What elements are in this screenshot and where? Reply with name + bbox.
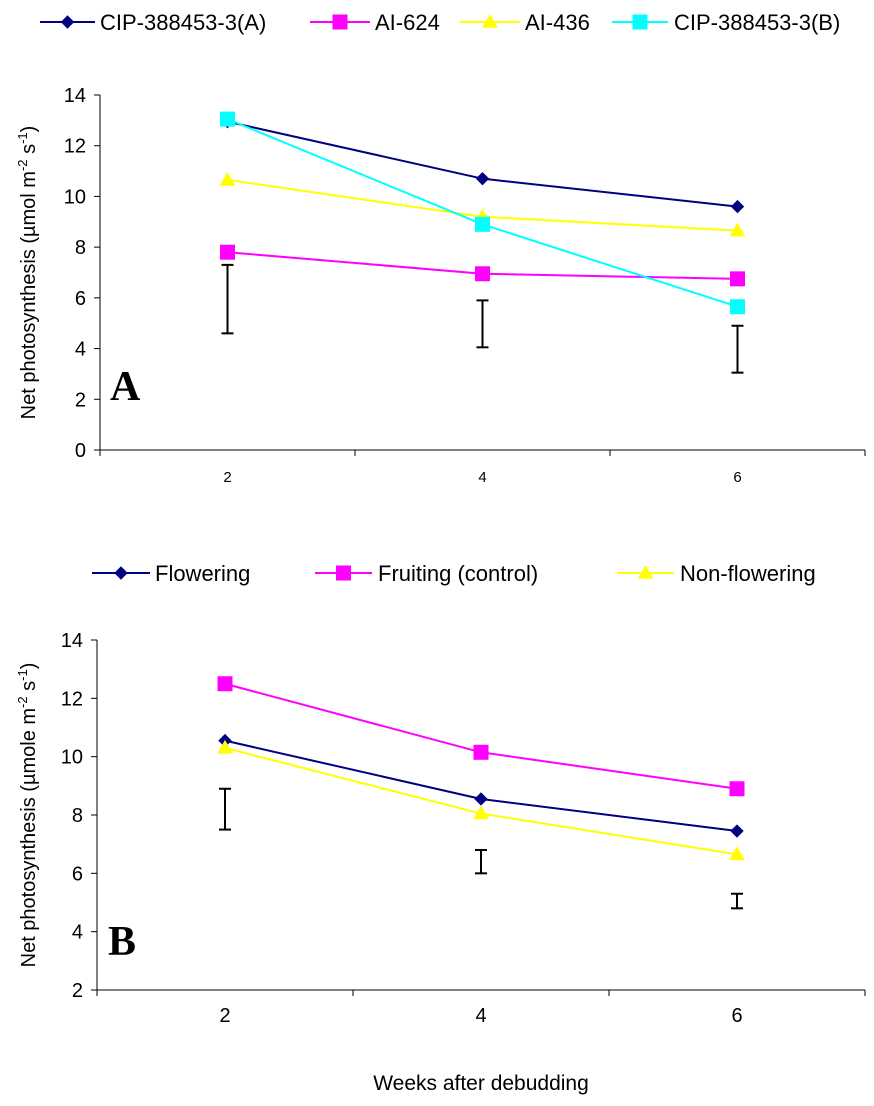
- y-tick-label: 6: [72, 863, 83, 885]
- y-axis-title-sup: -2: [15, 696, 30, 708]
- legend-item: AI-624: [310, 10, 440, 35]
- y-tick-label: 12: [64, 136, 86, 158]
- series-2: [217, 739, 745, 861]
- data-point: [730, 299, 745, 315]
- x-tick-label: 2: [219, 1005, 230, 1027]
- data-point: [475, 266, 490, 282]
- x-tick-label: 6: [731, 1005, 742, 1027]
- error-bar: [731, 892, 743, 910]
- y-axis-title-text: s: [18, 681, 40, 697]
- chart-panel-a: 0 2 4 6 8 10 12 14 2 4 6 CIP-388453-3(A) AI-624 AI-43…: [15, 10, 866, 486]
- data-point: [729, 846, 745, 861]
- series-3: [220, 111, 745, 315]
- data-point: [475, 216, 490, 232]
- data-point: [730, 271, 745, 287]
- y-tick-label: 2: [75, 389, 86, 411]
- y-tick-label: 14: [64, 85, 86, 107]
- y-tick-label: 6: [75, 288, 86, 310]
- series-1: [217, 676, 745, 797]
- y-axis-title: Net photosynthesis (µmol m-2 s-1): [15, 126, 40, 420]
- data-point: [730, 199, 745, 214]
- series-line: [224, 682, 738, 790]
- legend-item: Flowering: [92, 561, 250, 586]
- data-point: [730, 824, 744, 838]
- y-tick-label: 2: [72, 980, 83, 1002]
- legend-item: CIP-388453-3(B): [612, 10, 840, 35]
- data-point: [217, 676, 233, 692]
- legend-label: Flowering: [155, 561, 250, 586]
- data-point: [220, 244, 235, 260]
- x-tick-label: 2: [223, 469, 231, 486]
- y-axis-title-text: ): [18, 126, 40, 133]
- legend: CIP-388453-3(A) AI-624 AI-436 CIP-388453-3(…: [40, 10, 840, 35]
- legend-marker: [60, 15, 75, 29]
- y-axis-title-sup: -1: [15, 132, 30, 144]
- y-tick-label: 10: [64, 186, 86, 208]
- y-axis-title-text: ): [18, 663, 40, 670]
- y-axis-title-text: s: [18, 144, 40, 160]
- data-point: [220, 111, 235, 127]
- legend-label: AI-436: [525, 10, 590, 35]
- legend-marker: [114, 566, 128, 580]
- chart-panel-b: 2 4 6 8 10 12 14 2 4 6 Flowering Fruiting (control)…: [15, 561, 866, 1095]
- error-bar: [221, 263, 234, 335]
- legend-item: Non-flowering: [617, 561, 816, 586]
- legend-label: Non-flowering: [680, 561, 816, 586]
- panel-label: B: [108, 919, 136, 965]
- y-axis-title-text: Net photosynthesis (µmole m: [18, 708, 40, 967]
- y-tick-label: 4: [75, 339, 86, 361]
- data-point: [217, 739, 233, 754]
- y-tick-label: 4: [72, 922, 83, 944]
- x-tick-label: 6: [733, 469, 741, 486]
- y-tick-label: 14: [61, 630, 83, 652]
- data-point: [475, 171, 490, 186]
- y-tick-label: 10: [61, 747, 83, 769]
- legend-marker: [632, 14, 648, 30]
- error-bar: [476, 299, 489, 349]
- legend-marker: [332, 14, 348, 30]
- series-0: [220, 114, 745, 214]
- x-tick-label: 4: [475, 1005, 486, 1027]
- data-point: [473, 805, 489, 820]
- data-point: [474, 792, 488, 806]
- data-point: [729, 781, 745, 797]
- legend-item: CIP-388453-3(A): [40, 10, 266, 35]
- error-bar: [475, 849, 487, 875]
- legend-label: CIP-388453-3(B): [674, 10, 840, 35]
- series-line: [227, 120, 738, 208]
- data-point: [729, 222, 746, 237]
- legend-label: Fruiting (control): [378, 561, 538, 586]
- series-1: [220, 244, 745, 287]
- legend-item: AI-436: [460, 10, 590, 35]
- error-bar: [731, 324, 744, 374]
- y-axis-title: Net photosynthesis (µmole m-2 s-1): [15, 663, 40, 968]
- y-axis-title-text: Net photosynthesis (µmol m: [18, 171, 40, 419]
- legend-label: AI-624: [375, 10, 440, 35]
- panel-label: A: [110, 364, 141, 410]
- x-axis-title: Weeks after debudding: [373, 1072, 589, 1095]
- legend-marker: [637, 564, 654, 579]
- y-tick-label: 8: [75, 237, 86, 259]
- data-point: [219, 171, 236, 186]
- legend-item: Fruiting (control): [315, 561, 538, 586]
- y-tick-label: 8: [72, 805, 83, 827]
- error-bar: [219, 787, 231, 831]
- y-tick-label: 12: [61, 688, 83, 710]
- legend-marker: [336, 565, 351, 581]
- data-point: [473, 744, 489, 760]
- series-0: [218, 733, 744, 838]
- x-tick-label: 4: [478, 469, 486, 486]
- legend-marker: [482, 13, 498, 28]
- y-tick-label: 0: [75, 440, 86, 462]
- y-axis-title-sup: -2: [15, 159, 30, 171]
- y-axis-title-sup: -1: [15, 669, 30, 681]
- legend: Flowering Fruiting (control) Non-flowering: [92, 561, 816, 586]
- legend-label: CIP-388453-3(A): [100, 10, 266, 35]
